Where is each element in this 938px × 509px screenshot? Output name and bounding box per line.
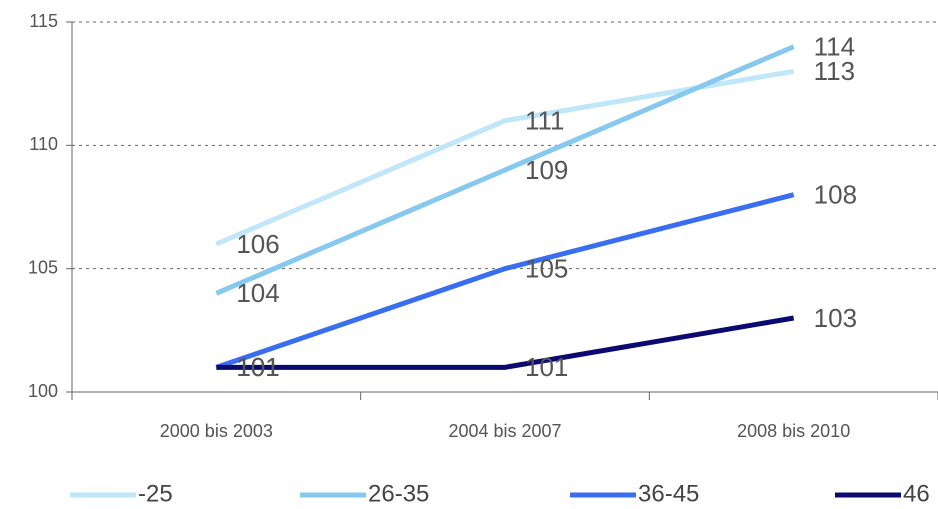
series-line <box>215 44 795 296</box>
y-tick-label: 110 <box>29 134 58 154</box>
y-tick-label: 105 <box>28 257 58 277</box>
data-label: 101 <box>236 352 279 382</box>
series-line <box>216 315 795 370</box>
data-label: 114 <box>814 32 855 62</box>
series-line <box>215 192 795 370</box>
legend-label: 46 <box>903 480 930 507</box>
data-label: 109 <box>525 155 568 185</box>
data-label: 101 <box>236 352 279 382</box>
y-tick-label: 100 <box>28 381 58 401</box>
x-tick-label: 2004 bis 2007 <box>448 421 561 441</box>
data-label: 101 <box>525 352 568 382</box>
data-label: 105 <box>525 254 568 284</box>
data-label: 113 <box>814 56 855 86</box>
y-tick-label: 115 <box>29 11 58 31</box>
legend-label: -25 <box>138 480 173 507</box>
x-tick-label: 2000 bis 2003 <box>160 421 273 441</box>
data-label: 108 <box>814 180 857 210</box>
legend-label: 36-45 <box>638 480 699 507</box>
data-label: 111 <box>525 106 565 136</box>
x-tick-label: 2008 bis 2010 <box>737 421 850 441</box>
legend-label: 26-35 <box>368 480 429 507</box>
data-label: 106 <box>236 229 279 259</box>
data-label: 104 <box>236 278 279 308</box>
data-label: 103 <box>814 303 857 333</box>
